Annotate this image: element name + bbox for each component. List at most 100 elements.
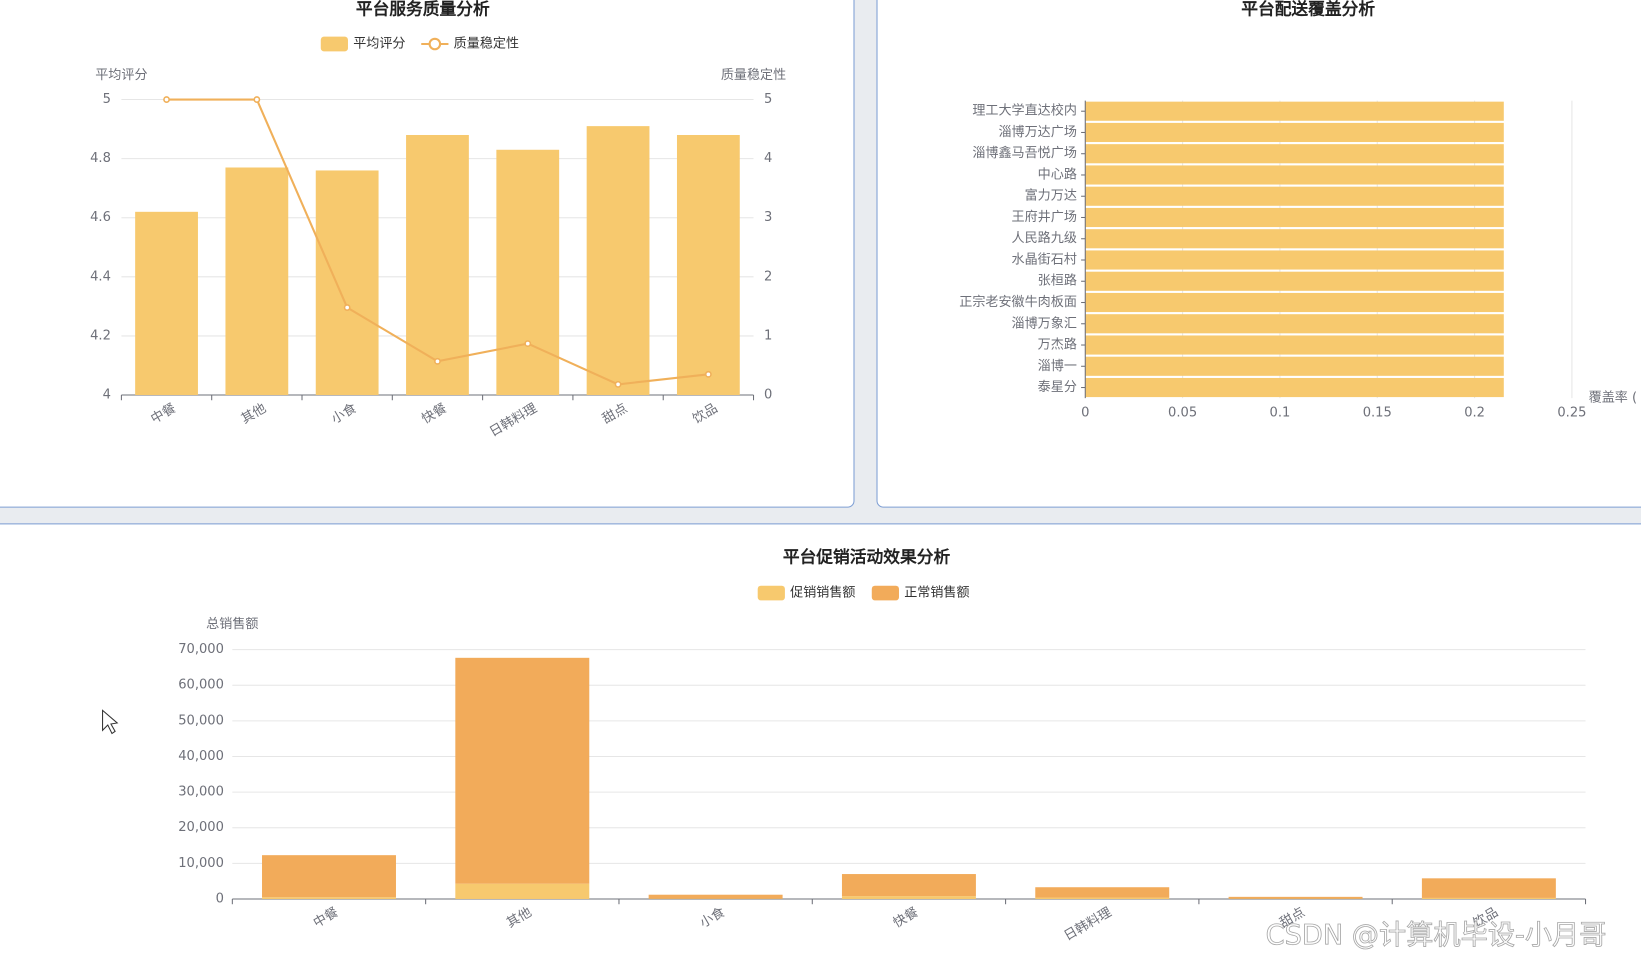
- bar: [1085, 122, 1504, 143]
- bar: [406, 134, 469, 396]
- bar: [135, 211, 198, 396]
- y-tick-label: 王府井广场: [1012, 209, 1077, 225]
- cursor: [102, 709, 119, 735]
- y-tick-label: 泰星分: [1038, 379, 1077, 395]
- bar-segment: [455, 883, 590, 899]
- bar: [1085, 292, 1504, 313]
- bar-segment: [1421, 897, 1556, 899]
- bar-segment: [648, 894, 783, 899]
- y-tick-label: 富力万达: [1025, 187, 1077, 204]
- legend-symbol: [757, 585, 785, 601]
- bar: [1085, 101, 1504, 121]
- y-tick-label: 0: [216, 891, 224, 906]
- y-tick-label: 60,000: [178, 678, 224, 693]
- y-axis-name: 平均评分: [95, 67, 147, 83]
- bar: [315, 170, 379, 396]
- chart-title: 平台配送覆盖分析: [1241, 0, 1375, 18]
- bar-segment: [455, 657, 590, 884]
- point: [163, 96, 170, 103]
- y-tick-label: 中心路: [1038, 166, 1077, 182]
- y-tick-label: 4.6: [90, 210, 111, 225]
- y-tick-label: 30,000: [178, 785, 224, 800]
- bar-segment: [262, 855, 396, 898]
- y-tick-label: 4.8: [90, 151, 111, 166]
- bar: [1085, 186, 1504, 206]
- bar: [496, 149, 560, 396]
- y2-tick-label: 1: [764, 328, 772, 343]
- bar: [1085, 356, 1504, 376]
- y-tick-label: 淄博万象汇: [1012, 315, 1077, 331]
- bar: [676, 134, 740, 396]
- bar-segment: [1035, 897, 1170, 899]
- x-tick-label: 0.1: [1270, 405, 1291, 420]
- y2-axis-name: 质量稳定性: [721, 67, 786, 83]
- legend-label: 正常销售额: [904, 585, 969, 601]
- y-tick-label: 4: [103, 388, 111, 403]
- chart-title: 平台服务质量分析: [356, 0, 490, 18]
- legend-symbol: [320, 36, 348, 52]
- watermark: CSDN @计算机毕设-小月哥: [1266, 920, 1607, 951]
- x-axis-name: 覆盖率 (: [1589, 389, 1637, 406]
- bar: [586, 126, 650, 396]
- y-tick-label: 50,000: [178, 713, 224, 728]
- bar: [1085, 314, 1504, 334]
- bar: [1085, 335, 1504, 355]
- bar-segment: [1421, 878, 1556, 898]
- y2-tick-label: 4: [764, 151, 772, 166]
- legend-symbol: [871, 585, 899, 601]
- bar-segment: [841, 874, 976, 897]
- legend-label: 促销销售额: [790, 585, 855, 601]
- bar: [225, 167, 289, 396]
- bar: [1085, 165, 1504, 185]
- y-tick-label: 水晶街石村: [1012, 251, 1077, 267]
- y2-tick-label: 2: [764, 269, 772, 284]
- bar: [1085, 377, 1504, 398]
- y2-tick-label: 3: [764, 210, 772, 225]
- point: [524, 340, 532, 348]
- x-tick-label: 0.25: [1557, 405, 1586, 420]
- bar: [1085, 229, 1504, 249]
- point: [704, 370, 712, 378]
- y-tick-label: 10,000: [178, 856, 224, 871]
- bar: [1085, 207, 1504, 228]
- y-tick-label: 理工大学直达校内: [972, 102, 1077, 119]
- bar: [1085, 250, 1504, 270]
- y-tick-label: 人民路九级: [1012, 230, 1077, 246]
- y-tick-label: 淄博万达广场: [998, 124, 1076, 140]
- x-tick-label: 0.15: [1363, 405, 1392, 420]
- y-axis-name: 总销售额: [206, 616, 258, 632]
- legend-label: 质量稳定性: [454, 36, 519, 52]
- point: [614, 380, 622, 388]
- chart-title: 平台促销活动效果分析: [783, 546, 951, 566]
- point: [434, 357, 441, 365]
- y-tick-label: 万杰路: [1038, 337, 1077, 353]
- point: [343, 304, 351, 311]
- y-tick-label: 淄博鑫马吾悦广场: [972, 144, 1077, 161]
- bar: [1085, 271, 1504, 291]
- bar-segment: [262, 897, 396, 899]
- y2-tick-label: 5: [764, 92, 772, 107]
- bar-segment: [1228, 896, 1363, 899]
- bar: [1085, 144, 1504, 164]
- y-tick-label: 张桓路: [1038, 273, 1077, 289]
- y-tick-label: 70,000: [178, 642, 224, 657]
- point: [253, 96, 261, 103]
- y-tick-label: 4.4: [90, 269, 111, 284]
- x-tick-label: 0.05: [1168, 405, 1197, 420]
- x-tick-label: 0: [1081, 405, 1089, 420]
- legend-symbol: [428, 37, 442, 51]
- x-tick-label: 0.2: [1464, 405, 1485, 420]
- y-tick-label: 40,000: [178, 749, 224, 764]
- bar-segment: [1035, 887, 1170, 898]
- y-tick-label: 4.2: [90, 328, 111, 343]
- legend-label: 平均评分: [353, 36, 405, 52]
- y-tick-label: 5: [103, 92, 111, 107]
- y-tick-label: 20,000: [178, 820, 224, 835]
- y2-tick-label: 0: [764, 388, 772, 403]
- bar-segment: [841, 896, 976, 899]
- y-tick-label: 淄博一: [1038, 358, 1077, 374]
- y-tick-label: 正宗老安徽牛肉板面: [959, 294, 1077, 310]
